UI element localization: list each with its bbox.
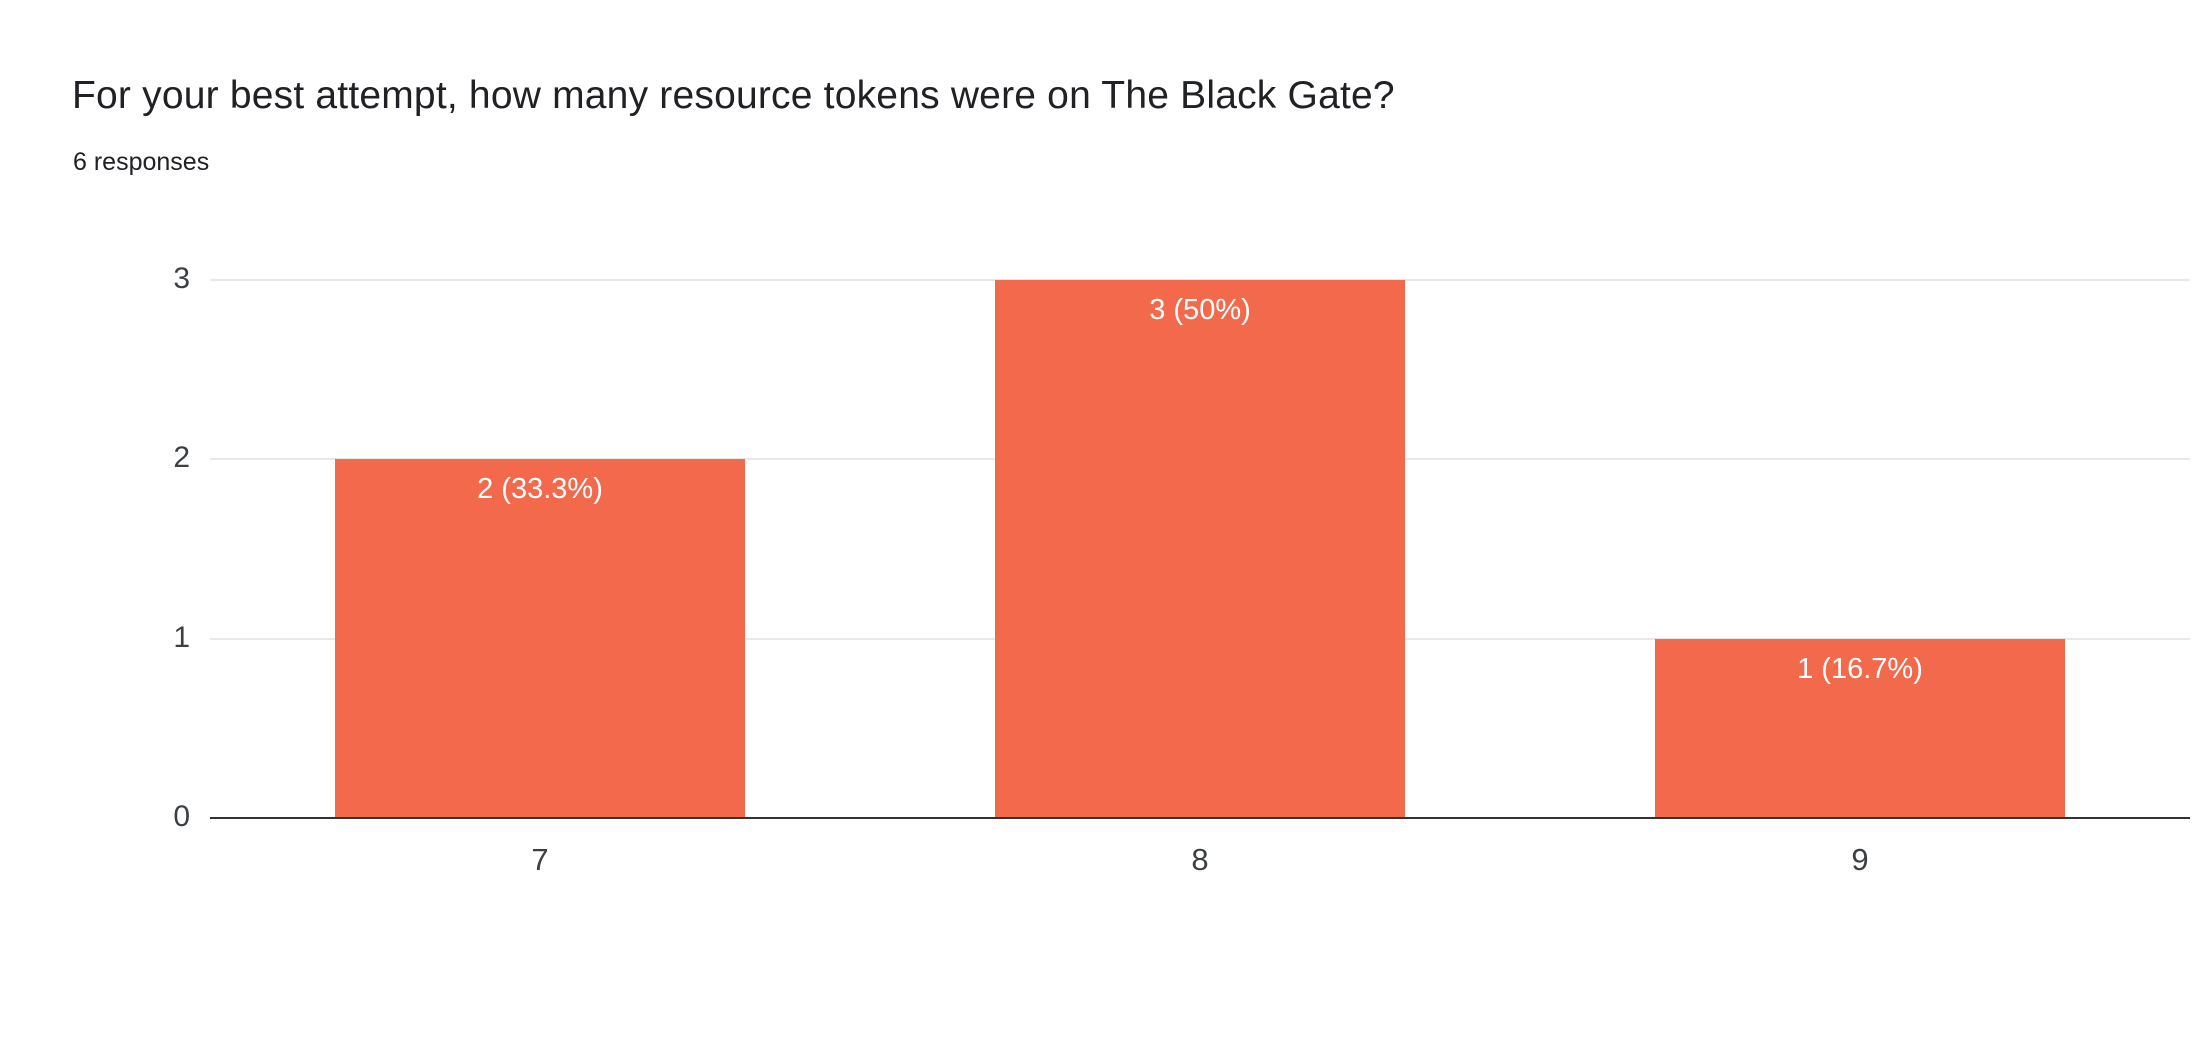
x-axis-tick-label: 8: [1191, 842, 1209, 877]
responses-count: 6 responses: [73, 148, 210, 176]
y-axis-tick-label: 2: [173, 441, 190, 475]
y-axis-tick-label: 3: [173, 262, 190, 295]
bar: 3 (50%): [995, 280, 1405, 818]
x-axis-tick-label: 7: [531, 842, 549, 877]
bar: 1 (16.7%): [1655, 638, 2065, 818]
y-axis-tick-label: 1: [173, 620, 190, 654]
question-title: For your best attempt, how many resource…: [72, 74, 1395, 117]
x-axis-baseline: [210, 817, 2190, 819]
bar-value-label: 1 (16.7%): [1797, 652, 1923, 685]
x-axis-tick-label: 9: [1851, 842, 1869, 877]
bar-value-label: 2 (33.3%): [477, 473, 603, 506]
bar: 2 (33.3%): [335, 459, 745, 818]
y-axis-tick-label: 0: [173, 800, 190, 833]
bar-value-label: 3 (50%): [1149, 294, 1251, 326]
